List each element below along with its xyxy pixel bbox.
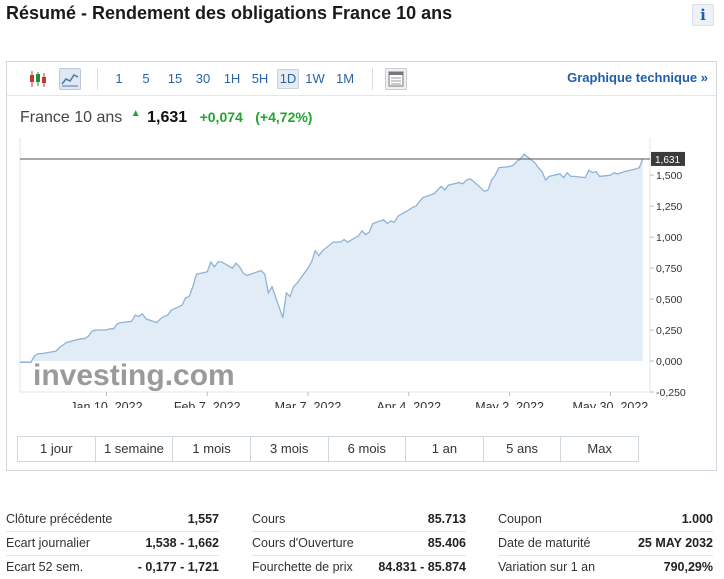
stat-value: 84.831 - 85.874 (378, 560, 466, 574)
stat-value: 790,29% (663, 560, 713, 574)
stats-row: Fourchette de prix 84.831 - 85.874 (252, 556, 466, 579)
last-value-label: 1,631 (655, 155, 680, 166)
quote-header: France 10 ans ▲ 1,631 +0,074 (+4,72%) (20, 108, 312, 127)
last-value-label-bg (651, 151, 685, 166)
stat-label: Coupon (498, 512, 542, 526)
table-icon[interactable] (385, 68, 407, 90)
x-tick-label: Jan 10, 2022 (70, 400, 142, 408)
interval-button-5[interactable]: 5 (142, 71, 150, 86)
y-tick-label: 0,000 (656, 356, 682, 368)
range-button[interactable]: 1 semaine (96, 437, 174, 461)
stat-label: Variation sur 1 an (498, 560, 596, 574)
stats-column: Coupon 1.000 Date de maturité 25 MAY 2032 Va… (498, 508, 713, 579)
y-tick-label: 0,250 (656, 325, 682, 337)
range-button[interactable]: 1 an (406, 437, 484, 461)
stat-value: 85.406 (427, 536, 466, 550)
stats-column: Cours 85.713 Cours d'Ouverture 85.406 Fourch… (252, 508, 466, 579)
page-title: Résumé - Rendement des obligations Franc… (6, 3, 453, 23)
stat-value: 1,538 - 1,662 (145, 536, 219, 550)
stat-label: Ecart 52 sem. (6, 560, 84, 574)
stat-value: - 0,177 - 1,721 (137, 560, 219, 574)
stat-label: Ecart journalier (6, 536, 91, 550)
range-button[interactable]: 1 jour (18, 437, 96, 461)
interval-button-1m[interactable]: 1M (335, 71, 355, 86)
price-change: +0,074 (199, 109, 243, 125)
stats-column: Clôture précédente 1,557 Ecart journalier 1… (6, 508, 219, 579)
candlestick-icon[interactable] (27, 68, 49, 90)
x-tick-label: Apr 4, 2022 (376, 400, 441, 408)
y-tick-label: 1,000 (656, 232, 682, 244)
chart-panel: 1 5 15 30 1H 5H 1D 1W 1M Graphique technique » F… (6, 61, 717, 471)
interval-button-30[interactable]: 30 (195, 71, 211, 86)
interval-button-5h[interactable]: 5H (251, 71, 269, 86)
last-price: 1,631 (147, 109, 188, 126)
range-button[interactable]: 3 mois (251, 437, 329, 461)
stat-label: Cours d'Ouverture (252, 536, 354, 550)
stat-label: Cours (252, 512, 286, 526)
range-button[interactable]: 1 mois (173, 437, 251, 461)
stat-value: 1,557 (187, 512, 219, 526)
stats-row: Cours d'Ouverture 85.406 (252, 532, 466, 556)
range-button[interactable]: 6 mois (329, 437, 407, 461)
area-chart-icon[interactable] (59, 68, 81, 90)
stats-row: Coupon 1.000 (498, 508, 713, 532)
price-change-percent: (+4,72%) (255, 109, 313, 125)
stat-value: 85.713 (427, 512, 466, 526)
interval-button-1h[interactable]: 1H (223, 71, 241, 86)
instrument-name: France 10 ans (20, 109, 123, 126)
interval-button-15[interactable]: 15 (167, 71, 183, 86)
x-tick-label: Feb 7, 2022 (174, 400, 241, 408)
interval-button-1d[interactable]: 1D (277, 69, 299, 89)
stats-row: Variation sur 1 an 790,29% (498, 556, 713, 579)
watermark-logo: investing.com (33, 359, 235, 392)
stat-value: 25 MAY 2032 (637, 536, 713, 550)
stats-row: Ecart journalier 1,538 - 1,662 (6, 532, 219, 556)
toolbar-separator (372, 68, 373, 90)
x-tick-label: May 2, 2022 (475, 400, 544, 408)
chart-toolbar: 1 5 15 30 1H 5H 1D 1W 1M Graphique technique » (7, 62, 716, 96)
price-chart[interactable]: investing.com 1,631 1,500 1,250 1,000 0,750 0,… (7, 138, 716, 408)
time-range-selector: 1 jour 1 semaine 1 mois 3 mois 6 mois 1 an 5 a… (17, 436, 639, 462)
series-line (20, 153, 644, 363)
y-tick-label: 0,750 (656, 263, 682, 275)
stat-label: Date de maturité (498, 536, 591, 550)
y-tick-label: -0,250 (656, 387, 686, 399)
interval-button-1w[interactable]: 1W (305, 71, 325, 86)
x-tick-label: Mar 7, 2022 (275, 400, 342, 408)
range-button[interactable]: Max (587, 441, 612, 456)
x-tick-label: May 30, 2022 (573, 400, 649, 408)
range-button[interactable]: 5 ans (484, 437, 562, 461)
stats-row: Ecart 52 sem. - 0,177 - 1,721 (6, 556, 219, 579)
stats-row: Date de maturité 25 MAY 2032 (498, 532, 713, 556)
stat-label: Fourchette de prix (252, 560, 353, 574)
stat-value: 1.000 (681, 512, 713, 526)
technical-chart-link[interactable]: Graphique technique » (567, 70, 708, 85)
interval-button-1[interactable]: 1 (115, 71, 123, 86)
toolbar-separator (97, 68, 98, 90)
stats-row: Clôture précédente 1,557 (6, 508, 219, 532)
y-tick-label: 1,250 (656, 201, 682, 213)
series-area (20, 154, 643, 363)
stat-label: Clôture précédente (6, 512, 113, 526)
y-tick-label: 0,500 (656, 294, 682, 306)
info-icon[interactable]: i (692, 4, 714, 26)
y-tick-label: 1,500 (656, 170, 682, 182)
stats-row: Cours 85.713 (252, 508, 466, 532)
up-arrow-icon: ▲ (130, 108, 141, 119)
